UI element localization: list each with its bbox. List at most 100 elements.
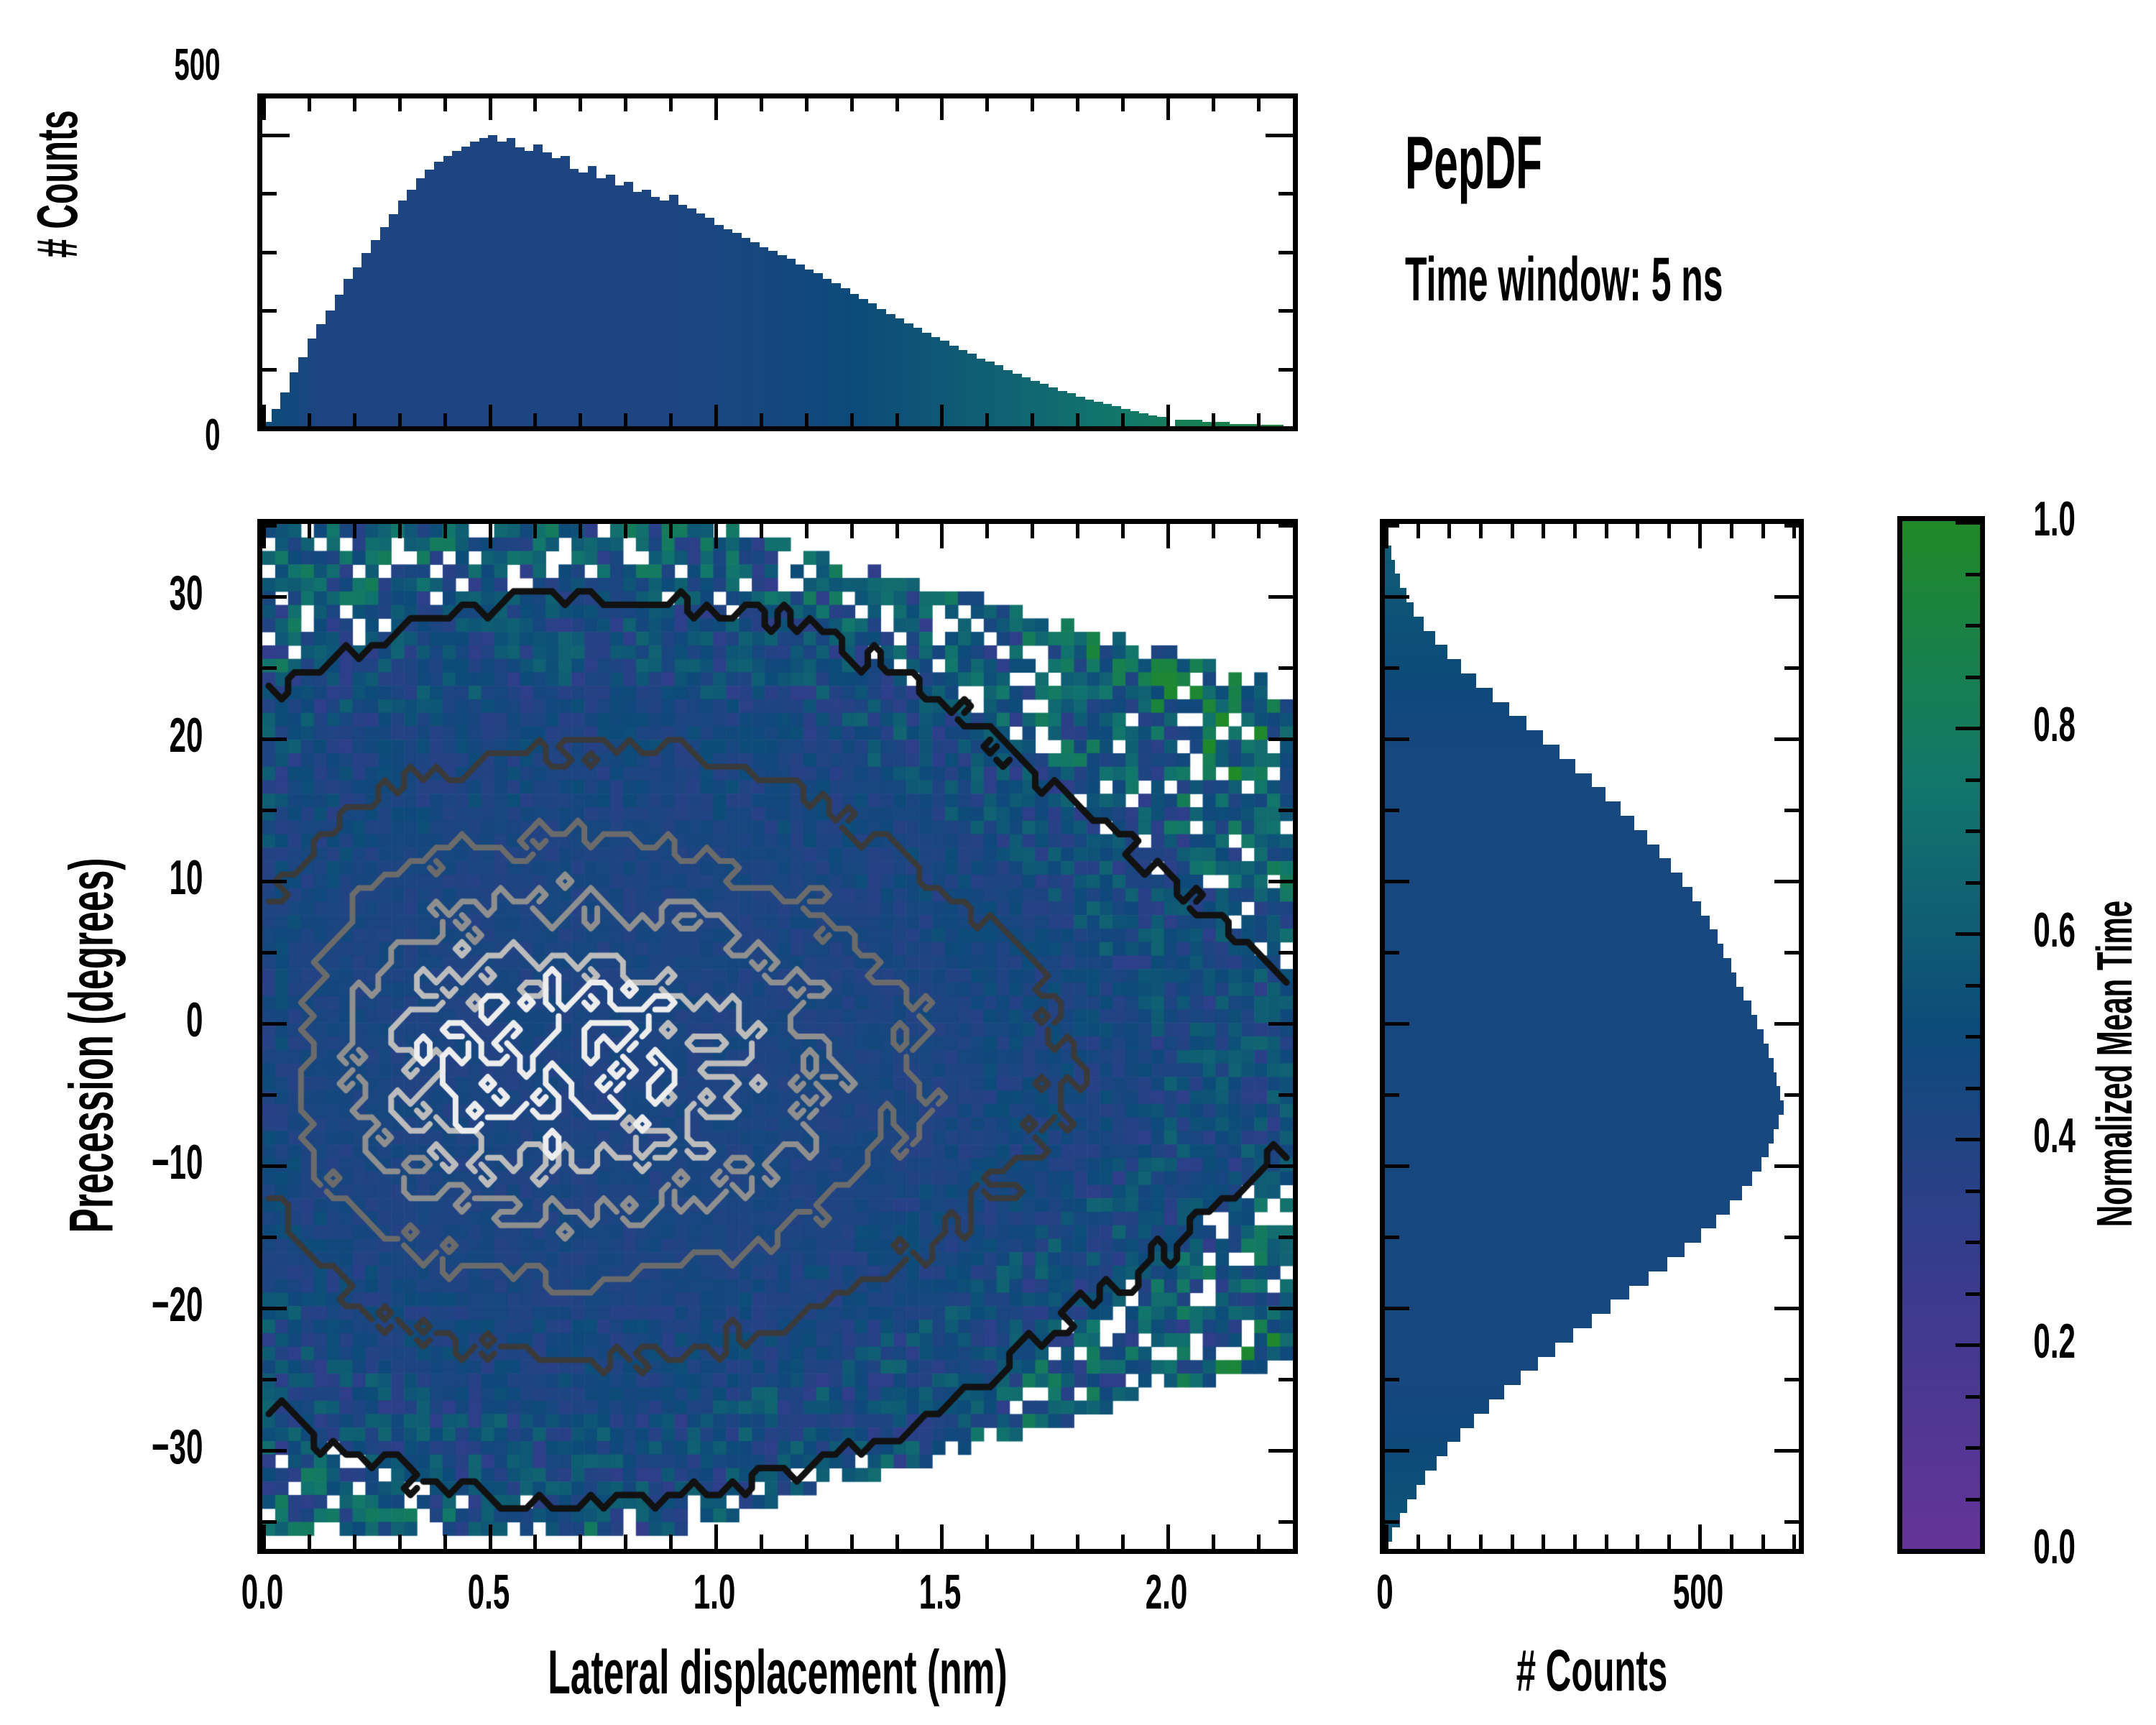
top-histogram-bar	[271, 408, 281, 426]
right-panel-xtick	[1604, 524, 1608, 538]
colorbar-tick	[1955, 1549, 1980, 1552]
right-panel-ytick	[1784, 809, 1799, 813]
top-panel-xtick	[1166, 98, 1170, 120]
top-panel-ytick	[262, 426, 290, 430]
top-panel-xtick	[488, 98, 492, 120]
colorbar-tick-label: 0.0	[2033, 1519, 2076, 1574]
main-panel-xtick	[397, 524, 402, 538]
right-panel-xtick	[1667, 1535, 1671, 1549]
right-histogram-bar	[1385, 1086, 1780, 1101]
right-histogram-bar	[1385, 801, 1621, 816]
top-panel-xtick	[624, 413, 628, 426]
main-panel-ytick	[262, 1307, 287, 1311]
top-histogram-bar	[587, 166, 597, 426]
main-panel-xtick	[1076, 1535, 1080, 1549]
right-histogram-bar	[1385, 1200, 1730, 1215]
top-histogram-bar	[389, 214, 398, 426]
main-panel-ytick	[262, 1449, 287, 1453]
main-heatmap-canvas	[262, 524, 1293, 1549]
main-panel-xtick	[579, 524, 583, 538]
right-histogram-bar	[1385, 1328, 1573, 1343]
right-panel-ytick	[1774, 1164, 1799, 1169]
main-ytick-label: 30	[169, 566, 203, 620]
top-histogram-bar	[1102, 404, 1112, 426]
right-histogram-bar	[1385, 673, 1477, 688]
top-panel-xtick	[579, 98, 583, 111]
top-histogram-bar	[931, 337, 941, 426]
top-panel-xtick	[804, 413, 808, 426]
right-panel-xtick	[1510, 524, 1514, 538]
top-histogram-bar	[370, 240, 380, 426]
top-panel-xtick	[1031, 98, 1035, 111]
right-panel-ytick	[1774, 737, 1799, 742]
main-panel-xtick	[579, 1535, 583, 1549]
top-histogram-bar	[352, 267, 362, 426]
colorbar-tick	[1966, 572, 1980, 576]
top-histogram-bar	[822, 278, 832, 426]
right-panel-ytick	[1385, 951, 1399, 955]
right-panel-ytick	[1385, 1164, 1409, 1169]
right-histogram-bar	[1385, 1342, 1556, 1357]
right-histogram-bar	[1385, 1471, 1425, 1485]
right-panel-xtick	[1698, 524, 1703, 548]
top-panel-xtick	[1031, 413, 1035, 426]
top-histogram-bar	[506, 138, 516, 426]
main-panel-ytick	[1279, 1093, 1293, 1098]
top-histogram-bar	[1130, 410, 1140, 426]
right-histogram-bar	[1385, 1527, 1393, 1542]
right-histogram-bar	[1385, 1172, 1753, 1186]
top-histogram-bar	[1094, 401, 1103, 426]
top-panel-xtick	[895, 413, 899, 426]
right-histogram-bar	[1385, 1114, 1779, 1129]
right-histogram-bar	[1385, 744, 1560, 759]
right-panel-xtick	[1447, 524, 1452, 538]
top-histogram-bar	[579, 172, 588, 426]
top-panel-ytick	[262, 192, 277, 196]
main-panel-ytick	[262, 951, 277, 955]
right-panel-ytick	[1784, 951, 1799, 955]
top-panel-xtick	[624, 98, 628, 111]
top-panel-ytick	[262, 367, 277, 372]
top-histogram-bar	[551, 158, 561, 426]
right-panel-xtick	[1761, 1535, 1765, 1549]
top-histogram-bar	[967, 354, 977, 426]
main-xtick-label: 0.0	[241, 1565, 284, 1619]
top-histogram-bar	[796, 264, 805, 426]
top-histogram-bar	[750, 242, 760, 426]
right-histogram-bar	[1385, 758, 1576, 773]
right-panel-ytick	[1385, 880, 1409, 884]
right-histogram-bar	[1385, 1427, 1460, 1443]
colorbar-tick	[1966, 1394, 1980, 1399]
top-histogram-bar	[768, 250, 778, 426]
top-histogram-bar	[814, 272, 823, 426]
top-panel-xtick	[1076, 98, 1080, 111]
top-histogram-bar	[397, 200, 407, 426]
top-histogram-bar	[334, 294, 344, 426]
main-panel-ytick	[262, 1022, 287, 1026]
top-panel-ytick	[262, 133, 290, 137]
top-histogram-bar	[804, 269, 814, 426]
right-panel-ytick	[1784, 524, 1799, 528]
right-panel-xtick	[1542, 524, 1546, 538]
right-histogram-bar	[1385, 645, 1448, 660]
right-panel-xtick	[1542, 1535, 1546, 1549]
top-panel-ytick	[1266, 426, 1293, 430]
top-panel-xtick	[352, 413, 356, 426]
top-histogram-bar	[569, 168, 579, 426]
right-histogram-bar	[1385, 602, 1414, 617]
main-panel-xtick	[488, 524, 492, 548]
right-panel-xlabel: # Counts	[1516, 1638, 1668, 1703]
top-panel-xtick	[262, 405, 266, 426]
top-panel-xtick	[714, 98, 718, 120]
right-histogram-bar	[1385, 887, 1692, 901]
right-panel-ytick	[1774, 1449, 1799, 1453]
top-panel-xtick	[488, 405, 492, 426]
right-panel-xtick	[1604, 1535, 1608, 1549]
right-panel-ytick	[1385, 737, 1409, 742]
main-panel-xtick	[624, 524, 628, 538]
main-panel-ytick	[262, 1164, 287, 1169]
colorbar-tick	[1955, 521, 1980, 525]
top-panel-xtick	[669, 413, 673, 426]
right-panel-xtick	[1792, 524, 1797, 538]
top-histogram-bar	[407, 190, 416, 426]
